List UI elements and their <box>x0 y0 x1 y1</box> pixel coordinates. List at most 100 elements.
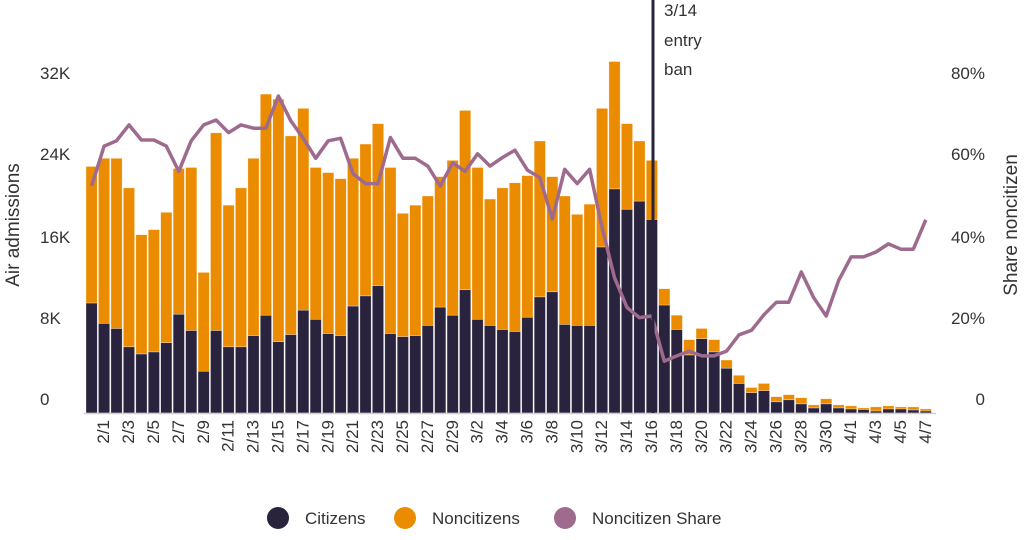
bar-citizens-3/24 <box>733 383 745 414</box>
bar-citizens-2/9 <box>185 330 198 414</box>
bar-noncitizens-2/22 <box>347 158 360 307</box>
bar-citizens-4/7 <box>907 409 920 414</box>
bar-citizens-2/10 <box>197 370 210 414</box>
bar-citizens-4/8 <box>919 410 932 414</box>
x-tick-label: 2/23 <box>368 420 387 453</box>
bar-citizens-3/11 <box>571 325 584 414</box>
bar-noncitizens-2/11 <box>210 132 223 331</box>
legend: Citizens Noncitizens Noncitizen Share <box>267 507 721 529</box>
bar-citizens-3/30 <box>807 407 820 414</box>
bar-citizens-2/16 <box>272 341 285 414</box>
bar-noncitizens-3/5 <box>496 187 509 330</box>
bar-noncitizens-3/26 <box>757 383 770 391</box>
bar-noncitizens-2/25 <box>384 167 397 334</box>
bar-citizens-2/2 <box>98 323 110 414</box>
bar-citizens-3/31 <box>820 403 833 414</box>
x-tick-label: 2/17 <box>293 420 312 453</box>
x-tick-label: 3/2 <box>468 420 487 444</box>
x-tick-label: 3/22 <box>717 420 736 453</box>
bar-noncitizens-2/7 <box>160 212 173 344</box>
bar-noncitizens-3/2 <box>459 110 472 291</box>
bar-noncitizens-3/8 <box>533 140 546 298</box>
x-tick-label: 3/6 <box>518 420 537 444</box>
x-tick-label: 2/11 <box>219 420 238 452</box>
legend-swatch-citizens <box>267 507 289 529</box>
bar-citizens-3/1 <box>446 314 459 414</box>
bar-noncitizens-3/22 <box>708 339 721 353</box>
bar-citizens-2/6 <box>147 351 160 414</box>
bar-noncitizens-4/3 <box>857 407 870 410</box>
bar-citizens-2/13 <box>235 346 247 414</box>
x-tick-label: 4/5 <box>891 420 910 444</box>
y2-tick-label: 80% <box>951 64 985 83</box>
bar-citizens-2/14 <box>247 335 260 414</box>
bar-noncitizens-2/13 <box>235 187 247 348</box>
bar-citizens-4/5 <box>882 408 895 414</box>
x-tick-label: 2/25 <box>393 420 412 453</box>
y-tick-label: 16K <box>40 228 71 247</box>
bar-citizens-2/12 <box>222 346 235 414</box>
bar-citizens-3/8 <box>533 296 546 414</box>
bar-noncitizens-3/28 <box>782 394 795 401</box>
bar-noncitizens-3/7 <box>521 175 534 318</box>
x-tick-label: 3/28 <box>791 420 810 453</box>
bar-citizens-3/6 <box>508 331 521 414</box>
x-tick-label: 3/18 <box>667 420 686 453</box>
y-tick-label: 24K <box>40 145 71 164</box>
bar-noncitizens-3/25 <box>745 387 758 393</box>
bar-noncitizens-3/9 <box>546 176 559 293</box>
bar-noncitizens-3/30 <box>807 404 820 409</box>
x-tick-label: 2/3 <box>119 420 138 444</box>
bar-citizens-2/27 <box>409 335 422 414</box>
bar-noncitizens-3/6 <box>508 182 521 332</box>
bar-citizens-2/11 <box>210 330 223 414</box>
x-tick-label: 2/29 <box>443 420 462 453</box>
bar-citizens-3/26 <box>757 390 770 414</box>
bar-citizens-2/20 <box>322 333 335 414</box>
bar-noncitizens-3/15 <box>621 123 633 210</box>
bar-citizens-3/27 <box>770 401 783 414</box>
y-tick-label: 8K <box>40 309 61 328</box>
y-tick-label: 0 <box>40 390 49 409</box>
bar-noncitizens-2/9 <box>185 167 198 331</box>
bar-noncitizens-2/18 <box>297 108 310 311</box>
x-tick-label: 3/30 <box>816 420 835 453</box>
bar-citizens-4/2 <box>845 408 858 414</box>
bar-citizens-3/16 <box>633 200 646 414</box>
right-axis-ticks: 0 20% 40% 60% 80% <box>951 64 985 409</box>
bar-noncitizens-2/8 <box>172 168 185 315</box>
bar-noncitizens-2/4 <box>123 187 135 348</box>
bar-citizens-3/20 <box>683 354 696 414</box>
bar-citizens-3/14 <box>608 188 621 414</box>
bar-noncitizens-4/6 <box>894 406 907 410</box>
bar-citizens-3/28 <box>782 399 795 414</box>
bar-citizens-2/5 <box>135 353 148 414</box>
x-tick-label: 3/8 <box>542 420 561 444</box>
bar-citizens-4/1 <box>832 407 845 414</box>
bar-citizens-2/24 <box>372 285 384 414</box>
y2-tick-label: 0 <box>976 390 985 409</box>
bar-noncitizens-2/21 <box>334 178 347 336</box>
y-axis-title: Air admissions <box>3 163 24 287</box>
x-tick-label: 2/1 <box>94 420 113 444</box>
annotation-line-3: ban <box>664 60 692 79</box>
bar-citizens-3/4 <box>484 325 496 414</box>
bar-noncitizens-4/5 <box>882 405 895 410</box>
bar-citizens-4/3 <box>857 409 870 414</box>
bar-noncitizens-3/29 <box>795 397 808 405</box>
bar-noncitizens-2/3 <box>110 158 123 329</box>
bar-noncitizens-2/20 <box>322 172 335 334</box>
bar-noncitizens-3/13 <box>596 108 609 248</box>
bar-citizens-2/22 <box>347 305 360 414</box>
bars <box>85 61 932 414</box>
bar-citizens-3/9 <box>546 291 559 414</box>
bar-citizens-2/8 <box>172 313 185 414</box>
bar-noncitizens-3/10 <box>558 195 571 325</box>
x-tick-label: 3/16 <box>642 420 661 453</box>
bar-citizens-3/22 <box>708 351 721 414</box>
x-tick-label: 2/7 <box>169 420 188 444</box>
x-tick-label: 3/12 <box>592 420 611 453</box>
bar-citizens-3/23 <box>720 367 733 414</box>
bar-citizens-2/15 <box>259 314 272 414</box>
bar-noncitizens-2/28 <box>421 195 434 326</box>
